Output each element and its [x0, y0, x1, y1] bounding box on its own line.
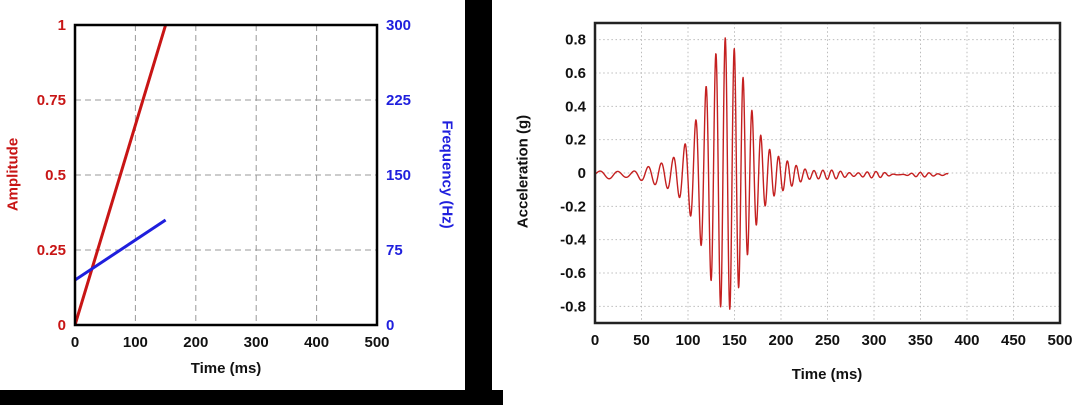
- tick-label: 150: [386, 167, 411, 184]
- tick-label: 0: [71, 334, 79, 351]
- plot-frame: [593, 21, 1062, 325]
- tick-label: 400: [954, 332, 979, 349]
- tick-label: 450: [1001, 332, 1026, 349]
- tick-label: 250: [815, 332, 840, 349]
- tick-label: 300: [386, 17, 411, 34]
- tick-label: 0: [591, 332, 599, 349]
- sweep-profile-chart: 0 0.25 0.5 0.75 1 0 75 150 225 300 0 100 200 300 400 50…: [0, 0, 465, 390]
- right-x-axis-title: Time (ms): [791, 366, 863, 383]
- right-y-axis-title: Frequency (Hz): [438, 120, 456, 229]
- series-acceleration-chirp-burst: [594, 37, 949, 310]
- tick-label: 50: [633, 332, 650, 349]
- tick-label: -0.4: [560, 232, 587, 249]
- left-y-axis-title: Amplitude: [4, 137, 22, 212]
- tick-label: -0.8: [560, 298, 586, 315]
- tick-label: 1: [58, 17, 66, 34]
- tick-label: 0.5: [45, 167, 66, 184]
- tick-label: 75: [386, 242, 403, 259]
- tick-label: 150: [722, 332, 747, 349]
- tick-label: 500: [1047, 332, 1072, 349]
- tick-label: 100: [675, 332, 700, 349]
- series-amplitude-ramp: [75, 25, 168, 325]
- tick-label: 0.75: [37, 92, 66, 109]
- accel-y-axis-title: Acceleration (g): [514, 114, 532, 229]
- tick-label: 0.25: [37, 242, 66, 259]
- tick-label: -0.6: [560, 265, 586, 282]
- tick-label: 200: [768, 332, 793, 349]
- tick-label: 300: [244, 334, 269, 351]
- bottom-mask-bar: [0, 390, 503, 405]
- tick-label: 0.2: [565, 132, 586, 149]
- tick-label: -0.2: [560, 198, 586, 215]
- acceleration-response-plot: 0.8 0.6 0.4 0.2 0 -0.2 -0.4 -0.6 -0.8 0 50 100 150 20…: [560, 21, 1073, 349]
- tick-label: 0.6: [565, 65, 586, 82]
- series-frequency-sweep: [75, 218, 167, 282]
- tick-label: 0.8: [565, 32, 586, 49]
- panel-divider-bar: [465, 0, 492, 405]
- tick-label: 0: [58, 317, 66, 334]
- left-x-axis-title: Time (ms): [190, 360, 262, 377]
- tick-label: 300: [861, 332, 886, 349]
- tick-label: 0.4: [565, 98, 587, 115]
- tick-label: 200: [183, 334, 208, 351]
- tick-label: 100: [123, 334, 148, 351]
- sweep-profile-plot: 0 0.25 0.5 0.75 1 0 75 150 225 300 0 100 200 300 400 50…: [37, 17, 411, 351]
- tick-label: 400: [304, 334, 329, 351]
- acceleration-response-chart: 0.8 0.6 0.4 0.2 0 -0.2 -0.4 -0.6 -0.8 0 50 100 150 20…: [505, 0, 1086, 405]
- tick-label: 500: [364, 334, 389, 351]
- tick-label: 225: [386, 92, 411, 109]
- tick-label: 350: [908, 332, 933, 349]
- plot-frame: [73, 23, 379, 327]
- tick-label: 0: [578, 165, 586, 182]
- tick-label: 0: [386, 317, 394, 334]
